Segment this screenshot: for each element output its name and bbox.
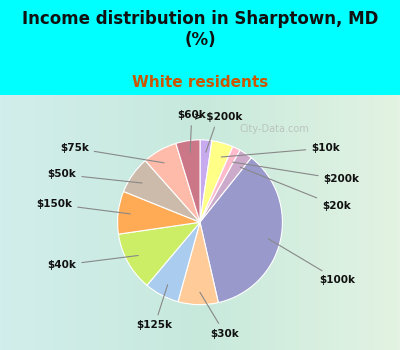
Text: > $200k: > $200k — [194, 112, 242, 152]
Text: $20k: $20k — [240, 167, 351, 211]
Wedge shape — [200, 147, 240, 222]
Wedge shape — [200, 140, 212, 222]
Wedge shape — [200, 141, 233, 222]
Text: $50k: $50k — [48, 169, 142, 183]
Wedge shape — [124, 161, 200, 222]
Text: $200k: $200k — [233, 162, 360, 184]
Wedge shape — [145, 144, 200, 222]
Wedge shape — [147, 222, 200, 302]
Text: White residents: White residents — [132, 75, 268, 90]
Text: $150k: $150k — [36, 199, 130, 214]
Text: $75k: $75k — [60, 143, 164, 163]
Text: City-Data.com: City-Data.com — [240, 125, 310, 134]
Text: $30k: $30k — [200, 292, 239, 338]
Text: Income distribution in Sharptown, MD
(%): Income distribution in Sharptown, MD (%) — [22, 10, 378, 49]
Text: $60k: $60k — [177, 110, 206, 153]
Wedge shape — [178, 222, 218, 304]
Text: $100k: $100k — [268, 239, 356, 285]
Wedge shape — [118, 222, 200, 285]
Text: $10k: $10k — [221, 143, 340, 157]
Wedge shape — [200, 150, 251, 222]
Wedge shape — [176, 140, 200, 222]
Wedge shape — [118, 191, 200, 234]
Text: $125k: $125k — [137, 285, 173, 330]
Text: $40k: $40k — [48, 256, 138, 270]
Wedge shape — [200, 158, 282, 303]
